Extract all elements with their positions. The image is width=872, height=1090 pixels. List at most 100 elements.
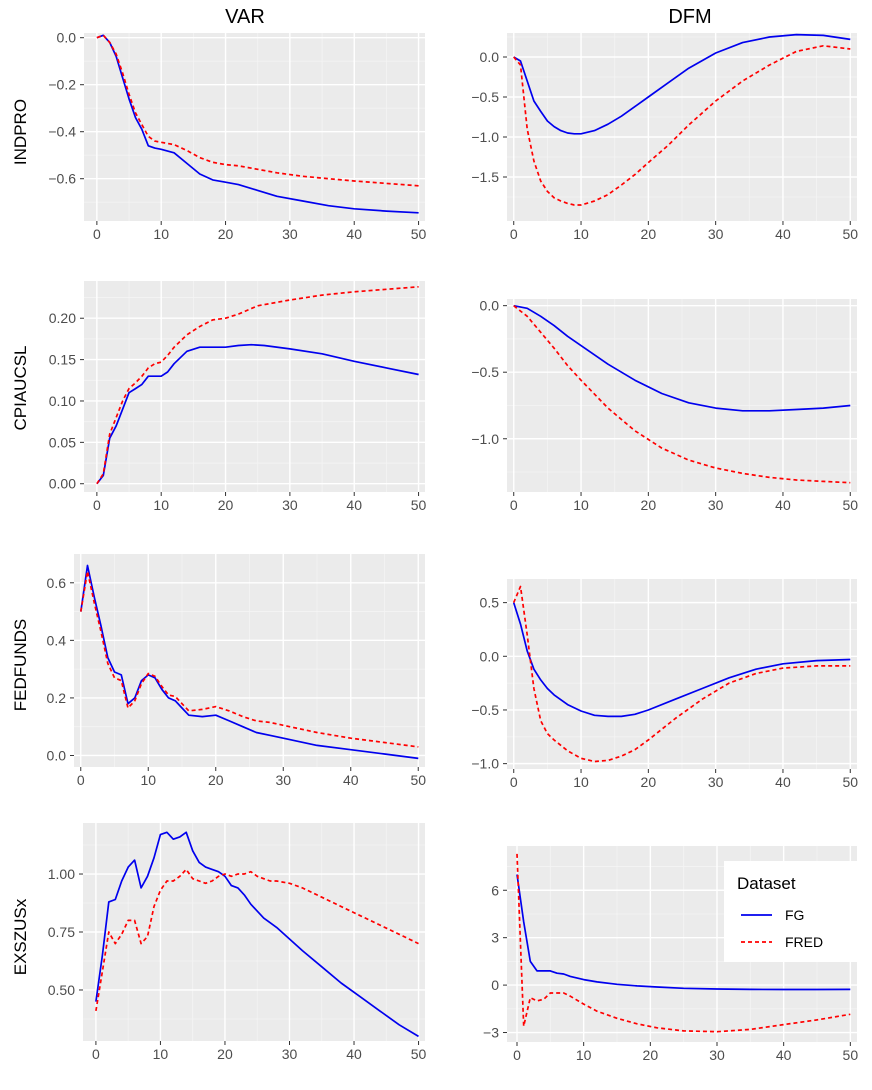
x-tick-label: 40 bbox=[343, 772, 359, 788]
x-tick-label: 40 bbox=[775, 774, 791, 790]
x-tick-label: 30 bbox=[275, 772, 291, 788]
x-tick-label: 10 bbox=[573, 497, 589, 513]
column-title-dfm: DFM bbox=[668, 6, 711, 28]
x-tick-label: 30 bbox=[708, 497, 724, 513]
y-tick-label: 0.6 bbox=[47, 575, 67, 591]
panel-exszusx-var: 0 10 20 30 40 50 0.50 0.75 1.00 bbox=[48, 823, 427, 1062]
row-label-exszusx: EXSZUSx bbox=[11, 898, 30, 975]
y-tick-label: −0.6 bbox=[48, 171, 76, 187]
x-tick-label: 30 bbox=[282, 497, 298, 513]
x-tick-label: 10 bbox=[576, 1047, 592, 1063]
x-tick-label: 20 bbox=[643, 1047, 659, 1063]
y-tick-label: 0.0 bbox=[480, 648, 500, 664]
x-tick-label: 40 bbox=[346, 226, 362, 242]
series-fred-line bbox=[516, 853, 851, 1033]
y-tick-label: −0.5 bbox=[471, 89, 499, 105]
x-tick-label: 40 bbox=[775, 226, 791, 242]
x-tick-label: 20 bbox=[641, 774, 657, 790]
y-tick-label: 0.10 bbox=[49, 393, 76, 409]
panel-indpro-dfm: 0 10 20 30 40 50 0.0 −0.5 −1.0 −1.5 bbox=[471, 33, 858, 242]
x-tick-label: 10 bbox=[153, 497, 169, 513]
x-tick-label: 0 bbox=[77, 772, 85, 788]
y-tick-label: −0.4 bbox=[48, 124, 76, 140]
y-tick-label: −1.0 bbox=[471, 431, 499, 447]
legend: Dataset FG FRED bbox=[724, 861, 857, 962]
y-tick-label: 0.05 bbox=[49, 434, 76, 450]
x-tick-label: 50 bbox=[842, 497, 858, 513]
x-tick-label: 0 bbox=[510, 497, 518, 513]
panel-fedfunds-dfm: 0 10 20 30 40 50 0.5 0.0 −0.5 −1.0 bbox=[471, 579, 858, 790]
y-tick-label: −0.2 bbox=[48, 77, 76, 93]
series-fred-line bbox=[96, 285, 419, 485]
y-tick-label: 0 bbox=[491, 977, 499, 993]
x-tick-label: 0 bbox=[92, 1046, 100, 1062]
series-fg-line bbox=[513, 33, 851, 135]
x-tick-label: 40 bbox=[346, 497, 362, 513]
x-tick-label: 50 bbox=[410, 772, 426, 788]
row-label-indpro: INDPRO bbox=[11, 99, 30, 165]
y-tick-label: 0.15 bbox=[49, 352, 76, 368]
y-tick-label: 0.0 bbox=[480, 298, 500, 314]
x-tick-label: 10 bbox=[153, 1046, 169, 1062]
y-tick-label: −3 bbox=[483, 1025, 499, 1041]
series-fg-line bbox=[96, 34, 419, 214]
series-fg-line bbox=[95, 831, 419, 1038]
x-tick-label: 50 bbox=[411, 1046, 427, 1062]
column-title-var: VAR bbox=[225, 6, 265, 28]
legend-label-fred: FRED bbox=[785, 934, 823, 950]
y-tick-label: 0.75 bbox=[48, 924, 75, 940]
x-tick-label: 0 bbox=[513, 1047, 521, 1063]
x-tick-label: 40 bbox=[775, 497, 791, 513]
legend-label-fg: FG bbox=[785, 907, 804, 923]
x-tick-label: 20 bbox=[218, 497, 234, 513]
x-tick-label: 30 bbox=[708, 226, 724, 242]
y-tick-label: −0.5 bbox=[471, 364, 499, 380]
y-tick-label: 0.4 bbox=[47, 632, 67, 648]
x-tick-label: 10 bbox=[573, 774, 589, 790]
series-fred-line bbox=[512, 585, 851, 763]
series-fg-line bbox=[79, 564, 419, 760]
legend-box bbox=[724, 861, 857, 962]
x-tick-label: 20 bbox=[217, 1046, 233, 1062]
legend-title: Dataset bbox=[737, 874, 796, 893]
x-tick-label: 10 bbox=[573, 226, 589, 242]
series-fred-line bbox=[95, 868, 419, 1012]
y-tick-label: −0.5 bbox=[471, 702, 499, 718]
x-tick-label: 20 bbox=[208, 772, 224, 788]
x-tick-label: 50 bbox=[411, 497, 427, 513]
series-fred-line bbox=[513, 305, 851, 484]
panel-background bbox=[84, 281, 425, 492]
row-label-fedfunds: FEDFUNDS bbox=[11, 619, 30, 712]
panel-indpro-var: 0 10 20 30 40 50 0.0 −0.2 −0.4 −0.6 bbox=[48, 30, 426, 242]
y-tick-label: 0.50 bbox=[48, 982, 75, 998]
y-tick-label: −1.5 bbox=[471, 169, 499, 185]
x-tick-label: 10 bbox=[140, 772, 156, 788]
x-tick-label: 30 bbox=[282, 226, 298, 242]
y-tick-label: −1.0 bbox=[471, 129, 499, 145]
x-tick-label: 30 bbox=[709, 1047, 725, 1063]
y-tick-label: −1.0 bbox=[471, 756, 499, 772]
panels-group: 0 10 20 30 40 500.0−0.2−0.4−0.60 10 20 30 40 500.0… bbox=[47, 30, 859, 1063]
row-label-cpiaucsl: CPIAUCSL bbox=[11, 345, 30, 430]
x-tick-label: 30 bbox=[708, 774, 724, 790]
y-tick-label: 3 bbox=[491, 930, 499, 946]
series-fg-line bbox=[512, 602, 851, 718]
x-tick-label: 40 bbox=[346, 1046, 362, 1062]
x-tick-label: 40 bbox=[776, 1047, 792, 1063]
y-tick-label: 1.00 bbox=[48, 866, 75, 882]
x-tick-label: 50 bbox=[842, 774, 858, 790]
panel-fedfunds-var: 0 10 20 30 40 50 0.0 0.2 0.4 0.6 bbox=[47, 554, 426, 788]
panel-cpiaucsl-var: 0 10 20 30 40 50 0.00 0.05 0.10 0.15 0.20 bbox=[49, 281, 427, 513]
x-tick-label: 20 bbox=[641, 226, 657, 242]
series-fg-line bbox=[513, 304, 851, 412]
x-tick-label: 20 bbox=[218, 226, 234, 242]
x-tick-label: 0 bbox=[510, 226, 518, 242]
y-tick-label: 0.0 bbox=[57, 30, 77, 46]
x-tick-label: 0 bbox=[510, 774, 518, 790]
y-tick-label: 6 bbox=[491, 882, 499, 898]
series-fred-line bbox=[79, 570, 419, 748]
y-tick-label: 0.0 bbox=[47, 747, 67, 763]
y-tick-label: 0.20 bbox=[49, 310, 76, 326]
x-tick-label: 30 bbox=[282, 1046, 298, 1062]
